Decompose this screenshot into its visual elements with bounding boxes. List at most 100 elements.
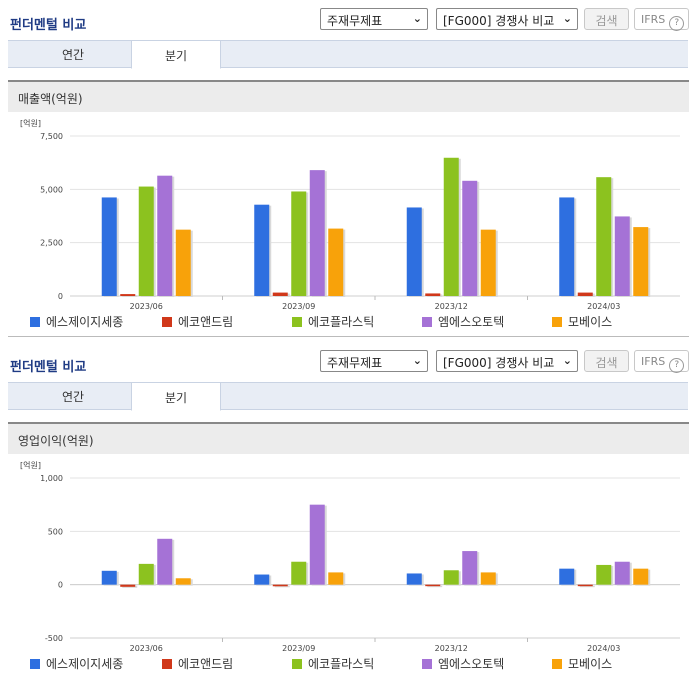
- bar: [254, 204, 270, 296]
- bar-shadow: [122, 295, 138, 297]
- bar: [406, 207, 422, 296]
- legend-item[interactable]: 모베이스: [552, 313, 612, 330]
- statement-select-value: 주재무제표: [327, 356, 383, 370]
- bar: [175, 578, 191, 585]
- y-tick-label: 0: [58, 581, 63, 590]
- bar-shadow: [274, 585, 290, 588]
- bar: [614, 216, 630, 296]
- legend-item[interactable]: 에코플라스틱: [292, 655, 374, 672]
- statement-select-value: 주재무제표: [327, 14, 383, 28]
- x-tick-label: 2023/12: [435, 644, 468, 653]
- statement-select[interactable]: 주재무제표 ⌄: [320, 8, 428, 30]
- comparison-select-value: [FG000] 경쟁사 비교: [443, 14, 555, 28]
- ifrs-button[interactable]: IFRS?: [634, 350, 689, 373]
- bar: [614, 561, 630, 585]
- legend-item[interactable]: 엠에스오토텍: [422, 655, 504, 672]
- comparison-select[interactable]: [FG000] 경쟁사 비교 ⌄: [436, 350, 578, 372]
- legend-swatch: [292, 659, 302, 669]
- legend-item[interactable]: 에코앤드림: [162, 655, 233, 672]
- chevron-down-icon: ⌄: [562, 354, 572, 367]
- bar: [272, 292, 288, 296]
- panel-operating-profit: 펀더멘털 비교 주재무제표 ⌄ [FG000] 경쟁사 비교 ⌄ 검색 IFRS…: [0, 342, 696, 684]
- bar: [596, 177, 612, 296]
- y-tick-label: 500: [48, 527, 63, 536]
- comparison-select[interactable]: [FG000] 경쟁사 비교 ⌄: [436, 8, 578, 30]
- bar: [309, 504, 325, 585]
- search-button[interactable]: 검색: [584, 8, 629, 30]
- legend-swatch: [30, 659, 40, 669]
- search-button[interactable]: 검색: [584, 350, 629, 372]
- y-tick-label: 1,000: [40, 474, 63, 483]
- legend-label: 엠에스오토텍: [438, 315, 505, 329]
- tab-quarterly[interactable]: 분기: [131, 382, 221, 411]
- legend-label: 모베이스: [568, 657, 613, 671]
- panel-title: 펀더멘털 비교: [10, 18, 87, 33]
- ifrs-label: IFRS: [641, 355, 666, 368]
- tab-annual[interactable]: 연간: [61, 48, 85, 62]
- legend-label: 에스제이지세종: [46, 657, 124, 671]
- divider: [8, 336, 689, 337]
- unit-label: [억원]: [20, 118, 41, 128]
- legend-item[interactable]: 에스제이지세종: [30, 655, 123, 672]
- legend-item[interactable]: 모베이스: [552, 655, 612, 672]
- help-icon[interactable]: ?: [669, 358, 685, 373]
- bar: [309, 170, 325, 296]
- bar: [157, 538, 173, 585]
- legend-label: 에코앤드림: [178, 315, 234, 329]
- legend-item[interactable]: 에스제이지세종: [30, 313, 123, 330]
- period-tabs: 연간 분기: [8, 40, 688, 69]
- y-tick-label: -500: [45, 634, 63, 643]
- legend-swatch: [552, 317, 562, 327]
- bar: [120, 584, 136, 587]
- legend-swatch: [292, 317, 302, 327]
- bar: [633, 568, 649, 585]
- legend-item[interactable]: 에코플라스틱: [292, 313, 374, 330]
- help-icon[interactable]: ?: [669, 16, 685, 31]
- chevron-down-icon: ⌄: [412, 12, 422, 25]
- legend-swatch: [422, 317, 432, 327]
- period-tabs: 연간 분기: [8, 382, 688, 411]
- legend-item[interactable]: 엠에스오토텍: [422, 313, 504, 330]
- bar: [291, 191, 307, 296]
- comparison-select-value: [FG000] 경쟁사 비교: [443, 356, 555, 370]
- legend-label: 에코플라스틱: [308, 315, 375, 329]
- x-tick-label: 2023/06: [130, 644, 163, 653]
- legend-item[interactable]: 에코앤드림: [162, 313, 233, 330]
- unit-label: [억원]: [20, 460, 41, 470]
- bar: [577, 584, 593, 587]
- bar: [633, 227, 649, 296]
- bar: [328, 572, 344, 585]
- bar: [138, 563, 154, 585]
- bar: [480, 229, 496, 296]
- y-tick-label: 0: [58, 292, 63, 301]
- bar: [101, 570, 117, 585]
- ifrs-button[interactable]: IFRS?: [634, 8, 689, 31]
- bar: [291, 561, 307, 585]
- ifrs-label: IFRS: [641, 13, 666, 26]
- x-tick-label: 2024/03: [587, 644, 620, 653]
- metric-header: 영업이익(억원): [8, 422, 689, 454]
- y-tick-label: 7,500: [40, 132, 63, 141]
- legend-swatch: [552, 659, 562, 669]
- bar: [254, 574, 270, 585]
- y-tick-label: 5,000: [40, 185, 63, 194]
- tab-quarterly[interactable]: 분기: [131, 40, 221, 69]
- statement-select[interactable]: 주재무제표 ⌄: [320, 350, 428, 372]
- bar: [425, 584, 441, 587]
- bar: [120, 294, 136, 296]
- legend-label: 에코앤드림: [178, 657, 234, 671]
- legend-swatch: [30, 317, 40, 327]
- tab-annual[interactable]: 연간: [61, 390, 85, 404]
- x-tick-label: 2023/09: [282, 644, 315, 653]
- legend-swatch: [422, 659, 432, 669]
- x-tick-label: 2024/03: [587, 302, 620, 311]
- legend-swatch: [162, 317, 172, 327]
- bar: [480, 572, 496, 585]
- bar: [157, 175, 173, 296]
- legend-label: 엠에스오토텍: [438, 657, 505, 671]
- metric-header: 매출액(억원): [8, 80, 689, 112]
- bar: [175, 229, 191, 296]
- bar: [577, 292, 593, 296]
- y-tick-label: 2,500: [40, 239, 63, 248]
- bar: [425, 293, 441, 296]
